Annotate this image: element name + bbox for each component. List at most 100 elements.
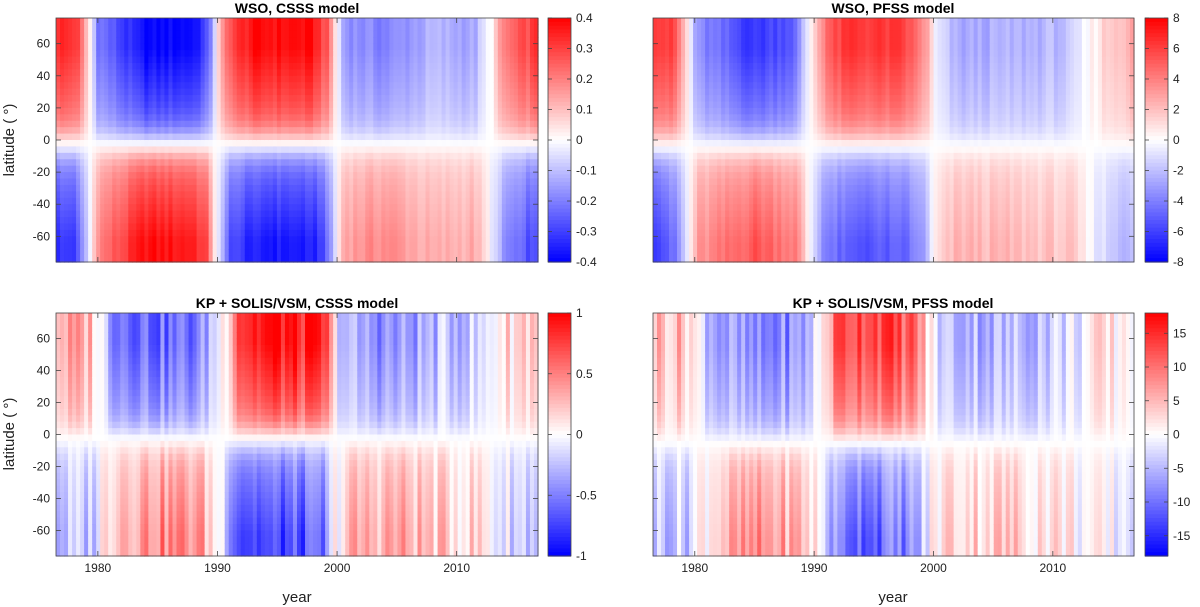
- heatmap-cell: [433, 37, 439, 45]
- heatmap-cell: [385, 95, 390, 103]
- heatmap-cell: [341, 69, 346, 77]
- heatmap-cell: [441, 165, 447, 173]
- heatmap-cell: [280, 191, 286, 199]
- heatmap-cell: [120, 30, 125, 38]
- heatmap-cell: [188, 165, 194, 173]
- heatmap-cell: [533, 114, 539, 122]
- heatmap-cell: [505, 69, 511, 77]
- heatmap-cell: [405, 62, 411, 70]
- heatmap-cell: [297, 159, 302, 167]
- heatmap-cell: [228, 88, 234, 96]
- heatmap-cell: [493, 120, 499, 128]
- heatmap-cell: [68, 184, 73, 192]
- heatmap-cell: [457, 242, 463, 250]
- heatmap-cell: [433, 30, 439, 38]
- heatmap-cell: [236, 255, 242, 263]
- heatmap-cell: [385, 217, 390, 225]
- heatmap-cell: [252, 82, 258, 90]
- heatmap-cell: [192, 69, 198, 77]
- heatmap-cell: [409, 184, 415, 192]
- heatmap-cell: [345, 114, 350, 122]
- heatmap-cell: [341, 159, 346, 167]
- heatmap-cell: [112, 165, 117, 173]
- heatmap-cell: [248, 146, 254, 154]
- heatmap-cell: [276, 24, 282, 32]
- heatmap-cell: [357, 159, 362, 167]
- heatmap-cell: [200, 18, 206, 26]
- heatmap-cell: [653, 223, 658, 231]
- heatmap-cell: [361, 43, 366, 51]
- heatmap-cell: [353, 204, 358, 212]
- heatmap-cell: [88, 140, 93, 148]
- heatmap-cell: [156, 114, 162, 122]
- heatmap-cell: [168, 204, 174, 212]
- heatmap-cell: [673, 101, 678, 109]
- heatmap-cell: [152, 62, 158, 70]
- heatmap-cell: [212, 120, 218, 128]
- heatmap-cell: [100, 88, 105, 96]
- heatmap-cell: [429, 229, 435, 237]
- heatmap-cell: [148, 178, 153, 186]
- heatmap-cell: [152, 204, 158, 212]
- heatmap-cell: [401, 37, 407, 45]
- heatmap-cell: [224, 152, 230, 160]
- heatmap-cell: [465, 62, 471, 70]
- heatmap-cell: [104, 204, 109, 212]
- heatmap-cell: [349, 107, 354, 115]
- heatmap-cell: [152, 255, 158, 263]
- heatmap-cell: [657, 37, 662, 45]
- heatmap-cell: [152, 152, 158, 160]
- heatmap-cell: [345, 165, 350, 173]
- heatmap-cell: [313, 95, 318, 103]
- heatmap-cell: [361, 152, 366, 160]
- heatmap-cell: [473, 229, 479, 237]
- heatmap-cell: [96, 101, 101, 109]
- colorbar-segment: [548, 250, 571, 255]
- heatmap-cell: [349, 191, 354, 199]
- heatmap-cell: [393, 255, 399, 263]
- heatmap-cell: [345, 210, 350, 218]
- heatmap-cell: [477, 236, 483, 244]
- heatmap-cell: [457, 101, 463, 109]
- heatmap-cell: [489, 223, 495, 231]
- heatmap-cell: [481, 56, 487, 64]
- heatmap-cell: [256, 165, 262, 173]
- heatmap-cell: [393, 249, 399, 257]
- heatmap-cell: [276, 95, 282, 103]
- heatmap-cell: [469, 50, 475, 58]
- heatmap-cell: [168, 107, 174, 115]
- heatmap-cell: [164, 62, 170, 70]
- heatmap-cell: [204, 133, 210, 141]
- heatmap-cell: [321, 62, 326, 70]
- heatmap-cell: [240, 133, 246, 141]
- heatmap-cell: [469, 210, 475, 218]
- heatmap-cell: [72, 165, 77, 173]
- heatmap-cell: [176, 69, 182, 77]
- heatmap-cell: [501, 210, 507, 218]
- heatmap-cell: [272, 229, 278, 237]
- heatmap-cell: [349, 140, 354, 148]
- heatmap-cell: [92, 127, 97, 135]
- heatmap-cell: [489, 88, 495, 96]
- heatmap-cell: [84, 30, 89, 38]
- heatmap-cell: [244, 197, 250, 205]
- heatmap-cell: [653, 37, 658, 45]
- heatmap-cell: [465, 197, 471, 205]
- heatmap-cell: [236, 140, 242, 148]
- heatmap-cell: [136, 107, 141, 115]
- colorbar-segment: [548, 82, 571, 88]
- heatmap-cell: [256, 223, 262, 231]
- heatmap-cell: [64, 37, 69, 45]
- heatmap-cell: [204, 107, 210, 115]
- heatmap-cell: [164, 152, 170, 160]
- heatmap-cell: [232, 236, 238, 244]
- heatmap-cell: [317, 75, 322, 83]
- heatmap-cell: [365, 236, 370, 244]
- heatmap-cell: [72, 18, 77, 26]
- heatmap-cell: [425, 101, 431, 109]
- heatmap-cell: [461, 62, 467, 70]
- heatmap-cell: [353, 165, 358, 173]
- heatmap-cell: [176, 140, 182, 148]
- heatmap-cell: [477, 204, 483, 212]
- heatmap-cell: [272, 43, 278, 51]
